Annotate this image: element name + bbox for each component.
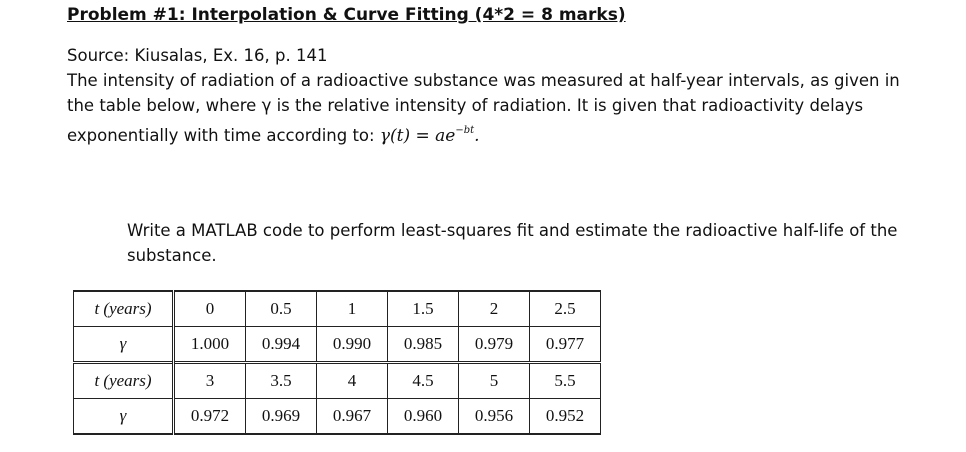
t-cell: 2 [458,290,530,327]
gamma-cell: 0.979 [458,326,530,363]
description-line-3-text: exponentially with time according to: [67,126,375,145]
table-row-y-2: γ 0.972 0.969 0.967 0.960 0.956 0.952 [73,398,601,435]
gamma-cell: 0.952 [529,398,601,435]
gamma-cell: 0.990 [316,326,388,363]
row-header-gamma: γ [73,326,175,363]
gamma-cell: 1.000 [173,326,246,363]
gamma-cell: 0.972 [173,398,246,435]
row-header-gamma: γ [73,398,175,435]
t-cell: 5.5 [529,361,601,399]
formula-end: . [474,126,480,146]
formula-exponent: −bt [455,125,475,136]
row-header-t: t (years) [73,361,175,399]
gamma-cell: 0.985 [387,326,459,363]
table-row-t-2: t (years) 3 3.5 4 4.5 5 5.5 [73,361,601,399]
description-line-1: The intensity of radiation of a radioact… [67,71,900,90]
gamma-cell: 0.956 [458,398,530,435]
table-row-t-1: t (years) 0 0.5 1 1.5 2 2.5 [73,290,601,327]
description-line-2: the table below, where γ is the relative… [67,96,864,115]
t-cell: 2.5 [529,290,601,327]
gamma-cell: 0.977 [529,326,601,363]
t-cell: 0.5 [245,290,317,327]
data-table: t (years) 0 0.5 1 1.5 2 2.5 γ 1.000 0.99… [73,290,601,435]
decay-formula: γ(t) = ae−bt. [379,125,480,146]
description-line-3: exponentially with time according to: γ(… [67,118,480,149]
gamma-cell: 0.969 [245,398,317,435]
gamma-cell: 0.994 [245,326,317,363]
t-cell: 3 [173,361,246,399]
t-cell: 4.5 [387,361,459,399]
task-instruction: Write a MATLAB code to perform least-squ… [127,221,898,265]
table-row-y-1: γ 1.000 0.994 0.990 0.985 0.979 0.977 [73,326,601,363]
t-cell: 1.5 [387,290,459,327]
row-header-t: t (years) [73,290,175,327]
gamma-cell: 0.967 [316,398,388,435]
t-cell: 3.5 [245,361,317,399]
t-cell: 5 [458,361,530,399]
formula-base: γ(t) = ae [379,126,456,146]
t-cell: 4 [316,361,388,399]
t-cell: 1 [316,290,388,327]
problem-title: Problem #1: Interpolation & Curve Fittin… [67,5,626,25]
source-line: Source: Kiusalas, Ex. 16, p. 141 [67,46,328,65]
t-cell: 0 [173,290,246,327]
gamma-cell: 0.960 [387,398,459,435]
